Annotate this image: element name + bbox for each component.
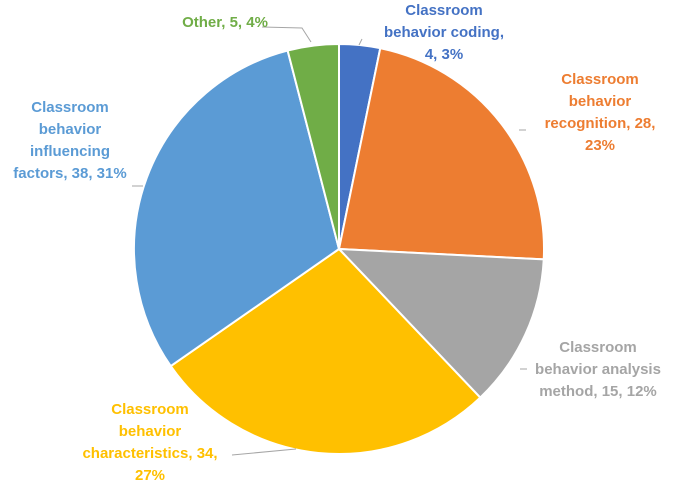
data-label-1-line-3: 4, 3% xyxy=(425,46,463,63)
data-label-6-line-1: Other, 5, 4% xyxy=(182,14,268,31)
data-label-3-line-2: behavior analysis xyxy=(535,361,661,378)
data-label-2-line-2: behavior xyxy=(569,93,632,110)
data-labels: Classroom behavior coding, 4, 3% Classroom b… xyxy=(13,2,661,484)
leader-line-1 xyxy=(358,38,363,46)
data-label-4-line-1: Classroom xyxy=(111,401,189,418)
data-label-5-line-2: behavior xyxy=(39,121,102,138)
data-label-5-line-4: factors, 38, 31% xyxy=(13,165,126,182)
data-label-4-line-2: behavior xyxy=(119,423,182,440)
leader-line-6 xyxy=(261,26,312,43)
data-label-1-line-1: Classroom xyxy=(405,2,483,19)
data-label-2-line-4: 23% xyxy=(585,137,615,154)
data-label-5-line-1: Classroom xyxy=(31,99,109,116)
data-label-2-line-3: recognition, 28, xyxy=(545,115,656,132)
pie-slice-3 xyxy=(336,247,545,399)
data-label-6: Other, 5, 4% xyxy=(182,14,268,31)
data-label-2: Classroom behavior recognition, 28, 23% xyxy=(545,71,656,154)
data-label-4-line-3: characteristics, 34, xyxy=(82,445,217,462)
data-label-1-line-2: behavior coding, xyxy=(384,24,504,41)
pie-slice-5 xyxy=(133,49,341,368)
data-label-4: Classroom behavior characteristics, 34, 27% xyxy=(82,401,217,484)
data-label-5-line-3: influencing xyxy=(30,143,110,160)
data-label-3: Classroom behavior analysis method, 15, 12… xyxy=(535,339,661,400)
leader-line-4 xyxy=(231,448,297,456)
pie-slice-4 xyxy=(169,247,482,455)
pie-slice-6 xyxy=(286,42,340,250)
data-label-1: Classroom behavior coding, 4, 3% xyxy=(384,2,504,63)
data-label-3-line-1: Classroom xyxy=(559,339,637,356)
data-label-2-line-1: Classroom xyxy=(561,71,639,88)
data-label-4-line-4: 27% xyxy=(135,467,165,484)
pie-slices xyxy=(133,42,545,455)
pie-slice-2 xyxy=(337,47,545,261)
data-label-3-line-3: method, 15, 12% xyxy=(539,383,657,400)
leader-lines xyxy=(132,26,527,456)
data-label-5: Classroom behavior influencing factors, 38,… xyxy=(13,99,126,182)
